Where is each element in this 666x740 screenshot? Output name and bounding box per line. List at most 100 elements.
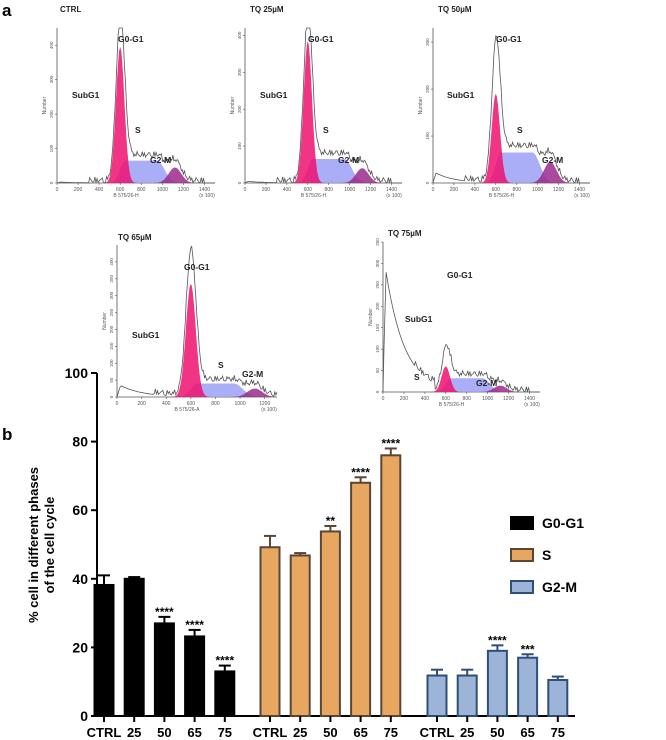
histogram-outline (382, 272, 540, 393)
histogram-panel: 0 200 400 600 800 1000 1200 1400 0 100 200 300 Numbe… (418, 5, 590, 199)
histogram-panel: 0 200 400 600 800 1000 1200 1400 0 50 100 150 200 250… (368, 229, 540, 408)
x-tick-label: 50 (323, 725, 337, 740)
significance-label: ** (326, 514, 336, 528)
y-axis-label: Number (230, 96, 236, 114)
bar-g2-m-25 (456, 674, 478, 717)
bar-g0-g1-25 (123, 577, 145, 717)
x-axis-label: B 575/26-H (301, 193, 327, 199)
x-tick-label: 1400 (574, 187, 585, 193)
y-axis-label-line2: of the cell cycle (42, 497, 57, 594)
s-label: S (323, 125, 329, 135)
s-label: S (414, 372, 420, 382)
y-tick-label: 350 (375, 238, 380, 246)
x-tick-label: 75 (384, 725, 398, 740)
g0g1-label: G0-G1 (184, 262, 210, 272)
g2m-phase-area (245, 168, 402, 183)
histogram-panel: 0 200 400 600 800 1000 1200 0 50 100 150 200 250 300 3… (102, 233, 278, 413)
x-tick-label: 75 (218, 725, 232, 740)
x-tick-label: 65 (353, 725, 367, 740)
g2m-phase-area (57, 167, 215, 183)
bar-g0-g1-75 (214, 670, 236, 717)
x-tick-label: 0 (432, 187, 435, 193)
y-tick-label: 400 (237, 31, 242, 39)
x-tick-label: 1400 (199, 187, 210, 193)
y-tick-label: 0 (49, 181, 54, 184)
y-tick-label: 0 (237, 181, 242, 184)
s-label: S (218, 360, 224, 370)
significance-label: **** (488, 633, 507, 647)
x-tick-label: 0 (56, 187, 59, 193)
y-tick-label: 100 (109, 359, 114, 367)
y-tick-label: 300 (375, 259, 380, 267)
bar-g0-g1-ctrl (93, 583, 115, 717)
s-phase-area (57, 160, 215, 183)
bar-s-50 (319, 530, 341, 717)
x-tick-label: 25 (460, 725, 474, 740)
x-unit-label: (x 100) (261, 407, 277, 413)
g2m-label: G2-M (476, 378, 497, 388)
x-tick-label: 600 (304, 187, 313, 193)
x-tick-label: 1000 (157, 187, 168, 193)
bar-g0-g1-50 (153, 622, 175, 718)
s-phase-area (383, 378, 540, 392)
x-tick-label: 400 (283, 187, 292, 193)
bar-g2-m-50 (486, 649, 508, 718)
y-tick-label: 100 (49, 144, 54, 152)
y-tick-label: 400 (109, 258, 114, 266)
y-tick-label: 20 (72, 639, 88, 655)
y-tick-label: 100 (425, 132, 430, 140)
x-tick-label: 200 (137, 401, 146, 407)
x-tick-label: 65 (187, 725, 201, 740)
g0g1-label: G0-G1 (447, 270, 473, 280)
x-tick-label: 50 (490, 725, 504, 740)
x-tick-label: CTRL (420, 725, 455, 740)
x-tick-label: 1200 (503, 396, 514, 402)
x-tick-label: 1400 (386, 187, 397, 193)
y-tick-label: 0 (109, 395, 114, 398)
x-tick-label: 25 (127, 725, 141, 740)
panel-title: CTRL (60, 5, 81, 14)
g0g1-label: G0-G1 (496, 34, 522, 44)
histogram-outline (116, 245, 278, 398)
subg1-label: SubG1 (405, 314, 433, 324)
histogram-panel: 0 200 400 600 800 1000 1200 1400 0 100 200 300 400 Nu… (42, 5, 215, 199)
x-unit-label: (x 100) (386, 193, 402, 199)
g2m-label: G2-M (242, 369, 263, 379)
panel-label-b: b (2, 425, 12, 444)
y-tick-label: 350 (109, 275, 114, 283)
y-tick-label: 50 (109, 377, 114, 383)
s-phase-area (245, 159, 402, 183)
x-tick-label: 1400 (524, 396, 535, 402)
g2m-phase-area (383, 385, 540, 392)
x-tick-label: 400 (471, 187, 480, 193)
significance-label: **** (351, 465, 370, 479)
y-tick-label: 200 (49, 110, 54, 118)
significance-label: **** (215, 654, 234, 668)
significance-label: **** (381, 436, 400, 450)
x-tick-label: 0 (244, 187, 247, 193)
x-tick-label: 1000 (235, 401, 246, 407)
y-tick-label: 400 (49, 41, 54, 49)
x-tick-label: 200 (400, 396, 409, 402)
x-tick-label: 0 (382, 396, 385, 402)
x-tick-label: 800 (325, 187, 334, 193)
y-tick-label: 300 (237, 68, 242, 76)
y-tick-label: 300 (425, 38, 430, 46)
legend-label: G0-G1 (542, 515, 584, 531)
x-tick-label: 800 (211, 401, 220, 407)
x-tick-label: 0 (116, 401, 119, 407)
histogram-outline (56, 27, 215, 184)
x-axis-label: B 575/26-H (489, 193, 515, 199)
x-tick-label: 1000 (344, 187, 355, 193)
significance-label: **** (185, 618, 204, 632)
y-tick-label: 200 (237, 105, 242, 113)
x-tick-label: 800 (463, 396, 472, 402)
g2m-label: G2-M (150, 155, 171, 165)
y-tick-label: 250 (109, 308, 114, 316)
x-unit-label: (x 100) (199, 193, 215, 199)
x-tick-label: 600 (116, 187, 125, 193)
x-tick-label: 800 (137, 187, 146, 193)
x-tick-label: 200 (74, 187, 83, 193)
y-axis-label: Number (418, 96, 424, 114)
